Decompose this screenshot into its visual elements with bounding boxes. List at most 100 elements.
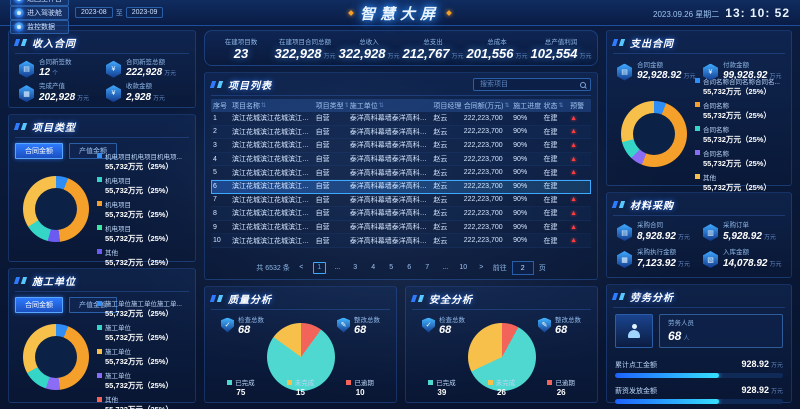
page-button[interactable]: 3 — [353, 264, 358, 271]
labor-bar-row: 累计点工金额 928.92 万元 — [615, 359, 783, 378]
table-cell: 自营 — [315, 156, 330, 164]
prev-page-button[interactable]: < — [299, 264, 304, 271]
column-header[interactable]: 项目类型 ⇅ — [314, 101, 348, 111]
sort-icon[interactable]: ⇅ — [558, 103, 564, 109]
tab-output-amount[interactable]: 产值金额 — [69, 143, 117, 159]
legend-swatch-icon — [695, 150, 700, 155]
table-row[interactable]: 9 滨江花城滨江花城滨江二期项...自营 泰洋高科幕墙泰洋高科有限公...赵云 222… — [211, 221, 591, 235]
page-button[interactable]: 10 — [459, 264, 468, 271]
legend-item[interactable]: 机电项目 55,732万元（25%） — [97, 199, 189, 220]
table-row[interactable]: 4 滨江花城滨江花城滨江二期项...自营 泰洋高科幕墙泰洋高科有限公...赵云 222… — [211, 152, 591, 167]
chip-text: 整改总数 68 — [555, 314, 581, 336]
page-button[interactable]: 6 — [407, 264, 412, 271]
page-button[interactable]: 5 — [389, 264, 394, 271]
tab-output-amount[interactable]: 产值金额 — [69, 297, 117, 313]
tab-contract-amount[interactable]: 合同金额 — [15, 143, 63, 159]
search-input[interactable] — [478, 80, 580, 89]
legend-swatch-icon — [547, 379, 553, 385]
pie-legend-item[interactable]: 已逾期 26 — [547, 377, 575, 397]
table-row[interactable]: 8 滨江花城滨江花城滨江二期项...自营 泰洋高科幕墙泰洋高科有限公...赵云 222… — [211, 207, 591, 221]
column-header[interactable]: 合同额(万元) ⇅ — [462, 101, 511, 111]
project-search-box[interactable] — [473, 78, 591, 91]
legend-item[interactable]: 合同名称 55,732万元（25%） — [695, 100, 785, 121]
column-header[interactable]: 项目经理⇅ — [431, 101, 461, 111]
pie-legend-item[interactable]: 已逾期 10 — [346, 377, 374, 397]
table-cell: 在建 — [543, 196, 558, 204]
legend-item-top: 其他 — [695, 172, 785, 182]
panel-quality-analysis: 质量分析 ✓ 检查总数 68 ✎ 整改总数 68 已完成 75 未完成 15 已逾期 10 — [204, 286, 397, 403]
chip-value: 68 — [354, 324, 367, 336]
sort-icon[interactable]: ⇅ — [344, 103, 348, 109]
project-type-legend: 机电项目机电项目机电项... 55,732万元（25%） 机电项目 55,732万元（… — [97, 151, 189, 268]
topbar-button[interactable]: 监控数据 — [10, 19, 69, 34]
table-cell: 222,223,700 — [463, 209, 503, 217]
header-mark-icon — [13, 277, 21, 284]
legend-item[interactable]: 施工单位 55,732万元（25%） — [97, 346, 189, 367]
next-page-button[interactable]: > — [479, 264, 484, 271]
table-row[interactable]: 10 滨江花城滨江花城滨江二期项...自营 泰洋高科幕墙泰洋高科有限公...赵云 22… — [211, 234, 591, 248]
table-row[interactable]: 5 滨江花城滨江花城滨江二期项...自营 泰洋高科幕墙泰洋高科有限公...赵云 222… — [211, 166, 591, 180]
kpi-label: 总产值利润 — [544, 38, 578, 46]
pie-legend-value: 10 — [355, 388, 365, 397]
title-ornament-icon — [348, 10, 354, 16]
pie-legend-value: 26 — [497, 388, 506, 397]
legend-value: 55,732万元（25%） — [703, 86, 771, 96]
receipt-amount-icon: ¥ — [106, 85, 121, 103]
tab-contract-amount[interactable]: 合同金额 — [15, 297, 63, 313]
legend-item-top: 合同名称 — [695, 100, 785, 110]
column-header[interactable]: 施工单位 ⇅ — [348, 101, 432, 111]
column-header[interactable]: 施工进度⇅ — [511, 101, 541, 111]
legend-item[interactable]: 施工单位施工单位施工单... 55,732万元（25%） — [97, 298, 189, 319]
topbar-button[interactable]: 返回工作台 — [10, 0, 69, 6]
legend-item[interactable]: 机电项目机电项目机电项... 55,732万元（25%） — [97, 151, 189, 172]
mini-stat-unit: 万元 — [769, 261, 782, 268]
header-mark-icon — [20, 39, 28, 46]
topbar-button[interactable]: 进入驾驶舱 — [10, 5, 69, 20]
pie-legend-label: 未完成 — [294, 380, 315, 387]
header-mark-icon — [216, 81, 224, 88]
page-button[interactable]: 1 — [312, 262, 326, 274]
pie-legend-item[interactable]: 未完成 26 — [487, 377, 515, 397]
legend-item-top: 施工单位 — [97, 322, 189, 332]
panel-title: 支出合同 — [630, 39, 674, 50]
mini-stat-value: 8,928.92 万元 — [637, 230, 690, 242]
column-header[interactable]: 状态 ⇅ — [542, 101, 569, 111]
kpi-value: 322,928 万元 — [274, 45, 336, 61]
column-header[interactable]: 项目名称 ⇅ — [230, 101, 314, 111]
date-from-picker[interactable]: 2023-08 — [75, 7, 113, 18]
pie-legend-item[interactable]: 已完成 75 — [227, 377, 255, 397]
legend-item[interactable]: 机电项目 55,732万元（25%） — [97, 175, 189, 196]
pie-legend-item[interactable]: 已完成 39 — [428, 377, 456, 397]
table-row[interactable]: 2 滨江花城滨江花城滨江二期项...自营 泰洋高科幕墙泰洋高科有限公...赵云 222… — [211, 125, 591, 140]
sort-icon[interactable]: ⇅ — [504, 103, 510, 109]
table-cell: 自营 — [315, 196, 330, 204]
legend-item[interactable]: 合同名称合同名称合同名... 55,732万元（25%） — [695, 76, 785, 97]
table-row[interactable]: 6 滨江花城滨江花城滨江二期项...自营 泰洋高科幕墙泰洋高科有限公...赵云 222… — [211, 179, 591, 194]
table-row[interactable]: 1 滨江花城滨江花城滨江二期项...自营 泰洋高科幕墙泰洋高科有限公...赵云 222… — [211, 112, 591, 126]
pie-legend-item[interactable]: 未完成 15 — [286, 377, 315, 397]
legend-item[interactable]: 合同名称 55,732万元（25%） — [695, 124, 785, 145]
legend-item[interactable]: 施工单位 55,732万元（25%） — [97, 322, 189, 343]
table-row[interactable]: 3 滨江花城滨江花城滨江二期项...自营 泰洋高科幕墙泰洋高科有限公...赵云 222… — [211, 139, 591, 153]
legend-item[interactable]: 机电项目 55,732万元（25%） — [97, 223, 189, 244]
mini-stat-unit: 万元 — [164, 71, 177, 78]
expense-stats-grid: ▤ 合同金额 92,928.92 万元 ¥ 付款金额 99,928.92 万元 — [613, 57, 785, 87]
table-cell: 滨江花城滨江花城滨江二期项... — [232, 224, 314, 232]
search-icon[interactable] — [580, 81, 586, 88]
legend-item[interactable]: 合同名称 55,732万元（25%） — [695, 148, 785, 169]
page-title-wrap: 智慧大屏 — [348, 0, 452, 26]
date-to-picker[interactable]: 2023-09 — [125, 7, 164, 18]
pie-legend-top: 未完成 — [487, 377, 515, 387]
legend-swatch-icon — [286, 379, 292, 385]
page-button[interactable]: 4 — [371, 264, 376, 271]
table-row[interactable]: 7 滨江花城滨江花城滨江二期项...自营 泰洋高科幕墙泰洋高科有限公...赵云 222… — [211, 194, 591, 208]
jump-page-input[interactable] — [511, 261, 534, 275]
sort-icon[interactable]: ⇅ — [378, 103, 384, 109]
page-button[interactable]: 7 — [425, 264, 430, 271]
sort-icon[interactable]: ⇅ — [261, 103, 267, 109]
legend-item[interactable]: 施工单位 55,732万元（25%） — [97, 370, 189, 391]
table-cell: 1 — [213, 114, 217, 122]
